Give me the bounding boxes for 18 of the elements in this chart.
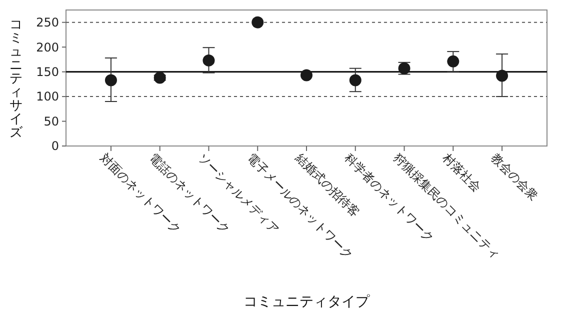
point xyxy=(447,55,460,68)
y-tick-label: 150 xyxy=(36,65,59,80)
point xyxy=(300,69,312,82)
x-axis-title: コミュニティタイプ xyxy=(244,294,370,310)
x-tick-label: 教会の会衆 xyxy=(488,150,541,203)
text: コミュニティサイズ xyxy=(10,17,22,140)
point xyxy=(252,16,264,28)
y-tick-label: 100 xyxy=(36,90,59,104)
point xyxy=(496,70,508,82)
point xyxy=(202,54,215,66)
y-tick-label: 250 xyxy=(36,16,59,30)
y-tick-label: 200 xyxy=(36,40,59,54)
point xyxy=(104,74,117,86)
y-tick-label: 50 xyxy=(44,114,59,128)
x-tick-label: 村落社会 xyxy=(439,150,484,194)
point xyxy=(349,74,362,86)
point xyxy=(154,72,166,84)
y-tick-label: 0 xyxy=(51,139,59,154)
